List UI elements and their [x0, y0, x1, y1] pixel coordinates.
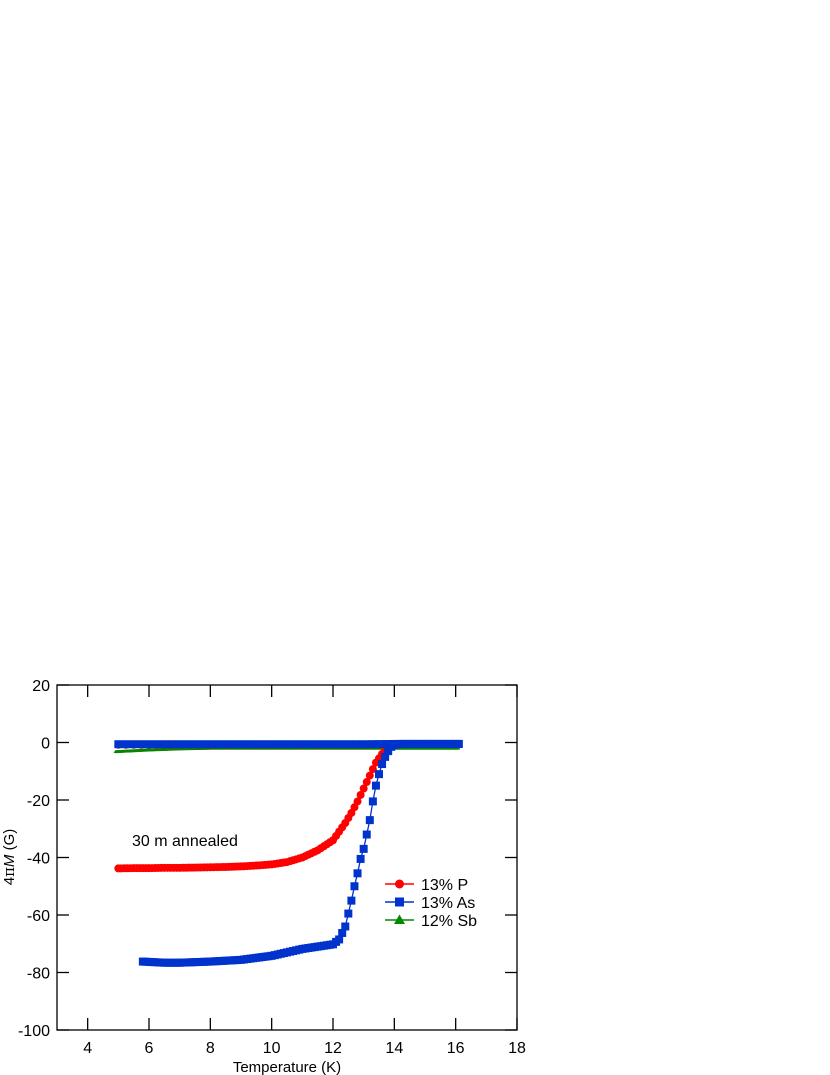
y-axis: 20 0 -20 -40 -60 -80 -100 [18, 678, 517, 1040]
series-13-as [114, 739, 463, 967]
circle-marker-icon [395, 879, 404, 889]
plot-frame [56, 684, 518, 1031]
svg-text:13% As: 13% As [421, 895, 475, 912]
y-tick-label: -20 [27, 793, 50, 810]
annotation-label: 30 m annealed [132, 833, 238, 850]
legend: 13% P 13% As 12% Sb [385, 877, 477, 930]
x-axis-title: Temperature (K) [233, 1059, 341, 1075]
y-tick-label: -80 [27, 966, 50, 983]
x-tick-label: 8 [206, 1040, 215, 1057]
legend-item-13-as: 13% As [385, 895, 475, 912]
x-tick-label: 12 [324, 1040, 342, 1057]
y-tick-label: -40 [27, 851, 50, 868]
x-tick-label: 6 [145, 1040, 154, 1057]
y-tick-label: -60 [27, 908, 50, 925]
square-marker-icon [395, 897, 404, 907]
legend-item-12-sb: 12% Sb [385, 913, 477, 930]
series-13-p [114, 740, 399, 873]
plot-area [113, 739, 463, 967]
y-tick-label: 20 [32, 678, 50, 695]
svg-text:13% P: 13% P [421, 877, 468, 894]
x-tick-label: 18 [508, 1040, 526, 1057]
y-axis-title: 4πM (G) [0, 829, 18, 886]
triangle-marker-icon [394, 914, 405, 924]
x-axis: 4 6 8 10 12 14 16 18 [83, 685, 526, 1057]
y-tick-label: 0 [41, 736, 50, 753]
x-tick-label: 14 [385, 1040, 403, 1057]
x-tick-label: 10 [263, 1040, 281, 1057]
legend-item-13-p: 13% P [385, 877, 468, 894]
svg-text:12% Sb: 12% Sb [421, 913, 477, 930]
x-tick-label: 16 [447, 1040, 465, 1057]
y-tick-label: -100 [18, 1023, 50, 1040]
x-tick-label: 4 [83, 1040, 92, 1057]
